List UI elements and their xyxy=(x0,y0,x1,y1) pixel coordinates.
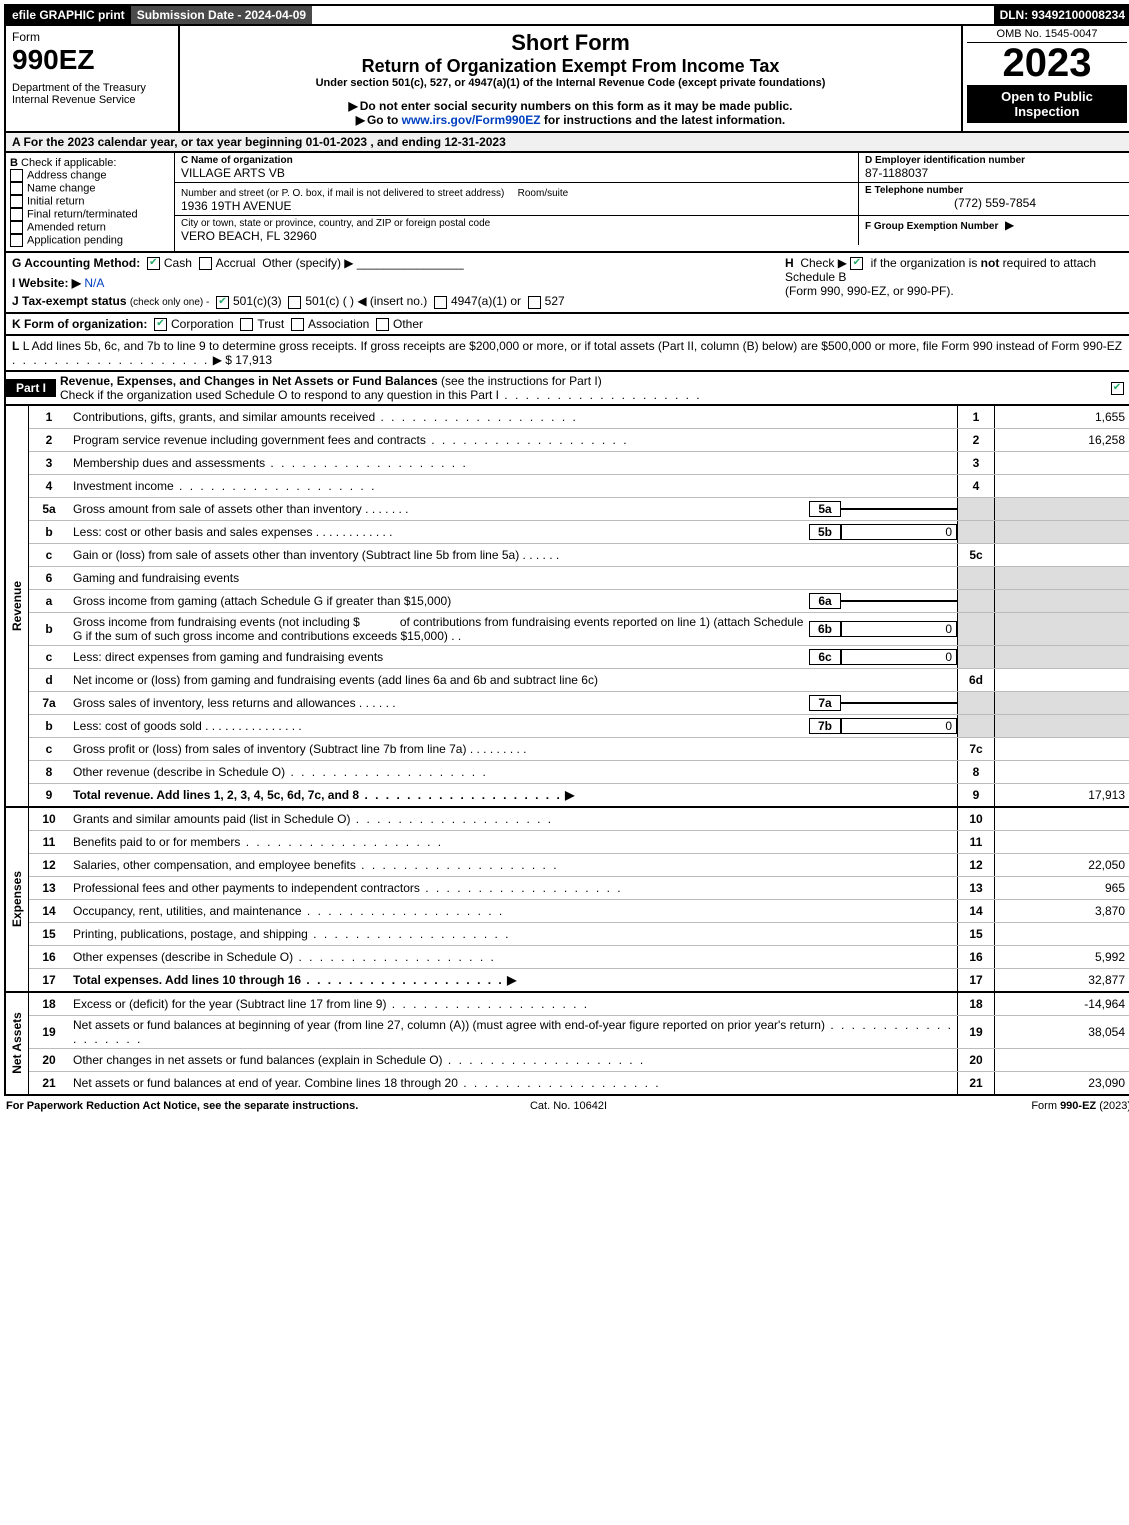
footer-right: Form 990-EZ (2023) xyxy=(756,1100,1129,1112)
expenses-side-label: Expenses xyxy=(6,808,29,991)
info-grid: B Check if applicable: Address change Na… xyxy=(4,153,1129,253)
section-cde: C Name of organization VILLAGE ARTS VB D… xyxy=(175,153,1129,251)
short-form-title: Short Form xyxy=(184,30,957,56)
submission-date: Submission Date - 2024-04-09 xyxy=(131,6,312,24)
checkbox-name-change[interactable] xyxy=(10,182,23,195)
checkbox-h[interactable] xyxy=(850,257,863,270)
form-number: 990EZ xyxy=(12,44,172,76)
form-word: Form xyxy=(12,30,172,44)
page-footer: For Paperwork Reduction Act Notice, see … xyxy=(4,1096,1129,1116)
checkbox-other-org[interactable] xyxy=(376,318,389,331)
phone-label: E Telephone number xyxy=(865,185,1125,196)
netassets-side-label: Net Assets xyxy=(6,993,29,1094)
goto-line: Go to www.irs.gov/Form990EZ for instruct… xyxy=(184,113,957,127)
checkbox-4947[interactable] xyxy=(434,296,447,309)
section-i-label: I Website: ▶ xyxy=(12,276,81,290)
ein-value: 87-1188037 xyxy=(865,166,1125,180)
revenue-side-label: Revenue xyxy=(6,406,29,806)
checkbox-final-return[interactable] xyxy=(10,208,23,221)
revenue-table: Revenue 1Contributions, gifts, grants, a… xyxy=(4,406,1129,808)
no-ssn-warning: Do not enter social security numbers on … xyxy=(184,99,957,113)
checkbox-part1-scho[interactable] xyxy=(1111,382,1124,395)
checkbox-amended[interactable] xyxy=(10,221,23,234)
section-k: K Form of organization: Corporation Trus… xyxy=(4,314,1129,336)
street-value: 1936 19TH AVENUE xyxy=(181,199,852,213)
checkbox-cash[interactable] xyxy=(147,257,160,270)
part1-label: Part I xyxy=(6,379,56,397)
section-h: H Check ▶ if the organization is not req… xyxy=(785,256,1125,309)
city-value: VERO BEACH, FL 32960 xyxy=(181,229,852,243)
return-title: Return of Organization Exempt From Incom… xyxy=(184,56,957,77)
website-value[interactable]: N/A xyxy=(84,276,104,290)
top-bar: efile GRAPHIC print Submission Date - 20… xyxy=(4,4,1129,26)
checkbox-trust[interactable] xyxy=(240,318,253,331)
dln: DLN: 93492100008234 xyxy=(994,6,1129,24)
phone-value: (772) 559-7854 xyxy=(865,196,1125,210)
ein-label: D Employer identification number xyxy=(865,155,1125,166)
group-exempt-arrow: ▶ xyxy=(1005,218,1014,232)
checkbox-association[interactable] xyxy=(291,318,304,331)
checkbox-527[interactable] xyxy=(528,296,541,309)
subtitle: Under section 501(c), 527, or 4947(a)(1)… xyxy=(184,77,957,89)
checkbox-accrual[interactable] xyxy=(199,257,212,270)
header-left: Form 990EZ Department of the Treasury In… xyxy=(6,26,180,131)
section-b: B Check if applicable: Address change Na… xyxy=(6,153,175,251)
efile-print[interactable]: efile GRAPHIC print xyxy=(6,6,131,24)
footer-center: Cat. No. 10642I xyxy=(381,1100,756,1112)
part1-header: Part I Revenue, Expenses, and Changes in… xyxy=(4,372,1129,406)
header-right: OMB No. 1545-0047 2023 Open to Public In… xyxy=(963,26,1129,131)
section-l: L L Add lines 5b, 6c, and 7b to line 9 t… xyxy=(4,336,1129,372)
irs-link[interactable]: www.irs.gov/Form990EZ xyxy=(402,113,541,127)
checkbox-initial-return[interactable] xyxy=(10,195,23,208)
checkbox-501c3[interactable] xyxy=(216,296,229,309)
org-name-label: C Name of organization xyxy=(181,155,852,166)
expenses-table: Expenses 10Grants and similar amounts pa… xyxy=(4,808,1129,993)
header-center: Short Form Return of Organization Exempt… xyxy=(180,26,963,131)
irs: Internal Revenue Service xyxy=(12,94,172,106)
section-gh: G Accounting Method: Cash Accrual Other … xyxy=(4,253,1129,314)
footer-left: For Paperwork Reduction Act Notice, see … xyxy=(6,1100,381,1112)
org-name: VILLAGE ARTS VB xyxy=(181,166,852,180)
checkbox-application-pending[interactable] xyxy=(10,234,23,247)
department: Department of the Treasury xyxy=(12,82,172,94)
room-label: Room/suite xyxy=(518,188,569,199)
checkbox-address-change[interactable] xyxy=(10,169,23,182)
street-label: Number and street (or P. O. box, if mail… xyxy=(181,188,504,199)
section-g: G Accounting Method: Cash Accrual Other … xyxy=(12,256,785,309)
tax-year: 2023 xyxy=(967,43,1127,83)
checkbox-501c[interactable] xyxy=(288,296,301,309)
netassets-table: Net Assets 18Excess or (deficit) for the… xyxy=(4,993,1129,1096)
checkbox-corporation[interactable] xyxy=(154,318,167,331)
group-exempt-label: F Group Exemption Number xyxy=(865,221,998,232)
form-header: Form 990EZ Department of the Treasury In… xyxy=(4,26,1129,133)
section-j-label: J Tax-exempt status xyxy=(12,294,127,308)
open-to-public: Open to Public Inspection xyxy=(967,85,1127,123)
section-a: A For the 2023 calendar year, or tax yea… xyxy=(4,133,1129,153)
city-label: City or town, state or province, country… xyxy=(181,218,852,229)
